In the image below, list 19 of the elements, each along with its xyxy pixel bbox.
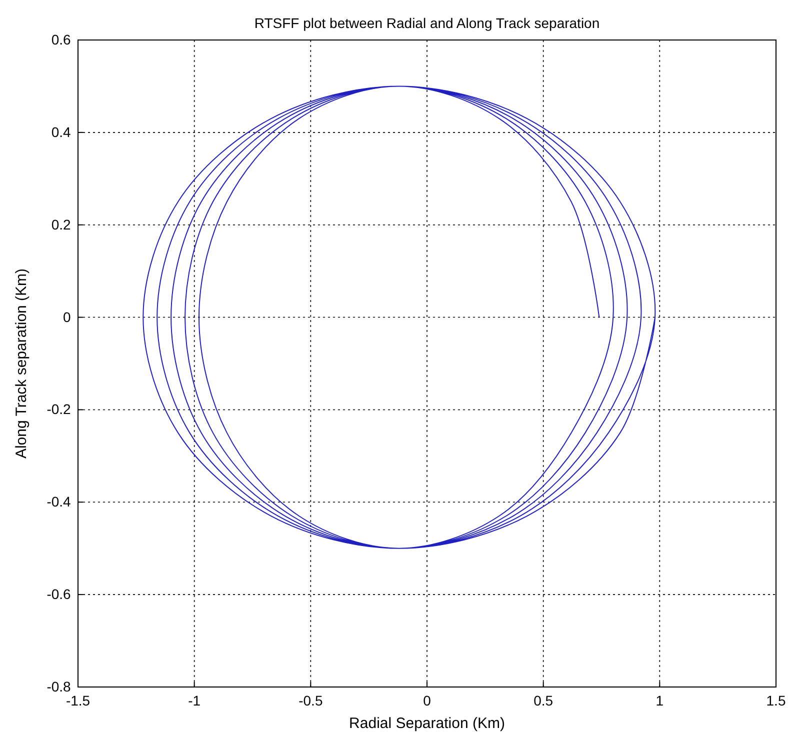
x-tick-label: 1.5	[766, 692, 786, 708]
x-tick-label: 0.5	[534, 692, 554, 708]
y-tick-label: -0.4	[46, 494, 72, 510]
y-axis-title: Along Track separation (Km)	[13, 268, 30, 459]
x-tick-label: 1	[656, 692, 664, 708]
x-tick-label: -1	[188, 692, 201, 708]
x-tick-label: -1.5	[66, 692, 90, 708]
y-tick-label: -0.6	[46, 586, 72, 602]
chart-title: RTSFF plot between Radial and Along Track separation	[254, 15, 600, 31]
x-tick-label: 0	[423, 692, 432, 708]
y-tick-label: -0.2	[46, 401, 72, 418]
y-tick-label: 0.4	[51, 124, 72, 140]
x-tick-label: -0.5	[298, 692, 323, 708]
y-tick-label: 0.6	[51, 31, 72, 48]
y-tick-label: 0.2	[51, 216, 72, 232]
y-tick-label: 0	[63, 308, 72, 325]
line-series	[142, 86, 656, 549]
x-axis-title: Radial Separation (Km)	[349, 715, 505, 732]
y-tick-label: -0.8	[46, 678, 72, 694]
